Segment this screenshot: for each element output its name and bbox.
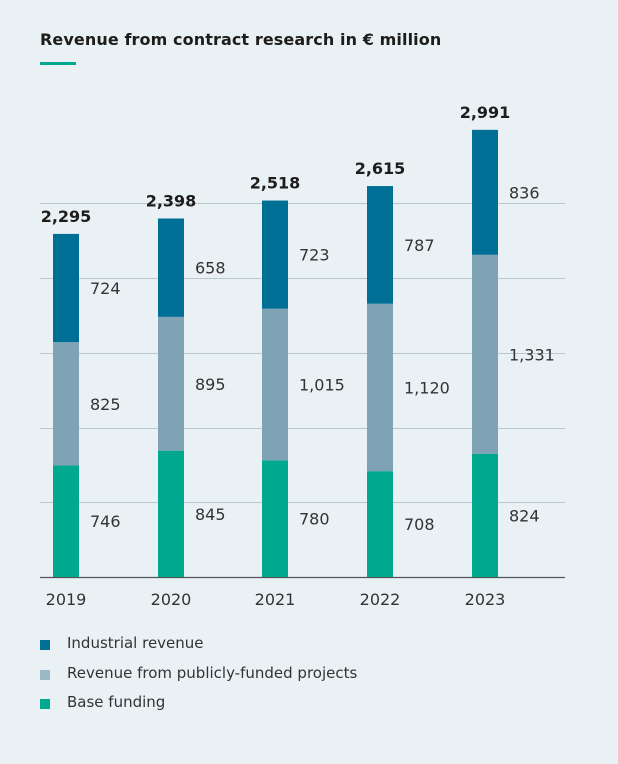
data-label-2023-2: 836 — [509, 183, 540, 202]
bar-2020-industrial-revenue — [158, 218, 184, 317]
title-accent-line — [40, 62, 76, 65]
chart-title: Revenue from contract research in € mill… — [40, 30, 442, 49]
bar-2020-revenue-from-publicly-funded-projects — [158, 316, 184, 451]
bar-2022-industrial-revenue — [367, 186, 393, 304]
bar-2019-revenue-from-publicly-funded-projects — [53, 342, 79, 466]
data-label-2019-1: 825 — [90, 395, 121, 414]
data-label-2022-0: 708 — [404, 515, 435, 534]
bar-2021-industrial-revenue — [262, 200, 288, 309]
legend-label-industrial: Industrial revenue — [67, 634, 204, 652]
data-label-2019-0: 746 — [90, 512, 121, 531]
bar-2021-base-funding — [262, 460, 288, 577]
x-tick-label-2021: 2021 — [255, 590, 296, 609]
data-label-2022-1: 1,120 — [404, 378, 450, 397]
total-label-2022: 2,615 — [355, 159, 406, 178]
x-tick-label-2023: 2023 — [465, 590, 506, 609]
bar-2019-base-funding — [53, 465, 79, 577]
total-label-2023: 2,991 — [460, 103, 511, 122]
data-label-2020-0: 845 — [195, 505, 226, 524]
stacked-bar-chart: 746 825 724 2,295 2019 845 895 658 2,398 2020 780 1… — [40, 103, 565, 609]
legend-item-base-funding: Base funding — [40, 693, 460, 713]
data-label-2023-1: 1,331 — [509, 345, 555, 364]
bar-2023-industrial-revenue — [472, 129, 498, 255]
legend-swatch-industrial — [40, 640, 50, 650]
legend-item-industrial-revenue: Industrial revenue — [40, 634, 460, 654]
x-tick-label-2022: 2022 — [360, 590, 401, 609]
legend-swatch-base-funding — [40, 699, 50, 709]
data-label-2020-2: 658 — [195, 259, 226, 278]
data-label-2020-1: 895 — [195, 375, 226, 394]
total-label-2019: 2,295 — [41, 207, 92, 226]
bar-2022-base-funding — [367, 471, 393, 577]
data-label-2021-0: 780 — [299, 510, 330, 529]
legend-item-publicly-funded: Revenue from publicly-funded projects — [40, 664, 460, 684]
data-label-2023-0: 824 — [509, 506, 540, 525]
data-label-2022-2: 787 — [404, 236, 435, 255]
legend-label-base-funding: Base funding — [67, 693, 166, 711]
total-label-2021: 2,518 — [250, 174, 301, 193]
x-tick-label-2020: 2020 — [151, 590, 192, 609]
bar-2022-revenue-from-publicly-funded-projects — [367, 303, 393, 472]
data-label-2021-2: 723 — [299, 246, 330, 265]
data-label-2021-1: 1,015 — [299, 376, 345, 395]
legend-swatch-publicly-funded — [40, 670, 50, 680]
bar-2021-revenue-from-publicly-funded-projects — [262, 308, 288, 461]
x-tick-label-2019: 2019 — [46, 590, 87, 609]
legend-label-publicly-funded: Revenue from publicly-funded projects — [67, 664, 358, 682]
data-label-2019-2: 724 — [90, 279, 121, 298]
bar-2020-base-funding — [158, 450, 184, 577]
bar-2023-base-funding — [472, 453, 498, 577]
bar-2019-industrial-revenue — [53, 233, 79, 343]
total-label-2020: 2,398 — [146, 191, 197, 210]
bar-2023-revenue-from-publicly-funded-projects — [472, 254, 498, 454]
